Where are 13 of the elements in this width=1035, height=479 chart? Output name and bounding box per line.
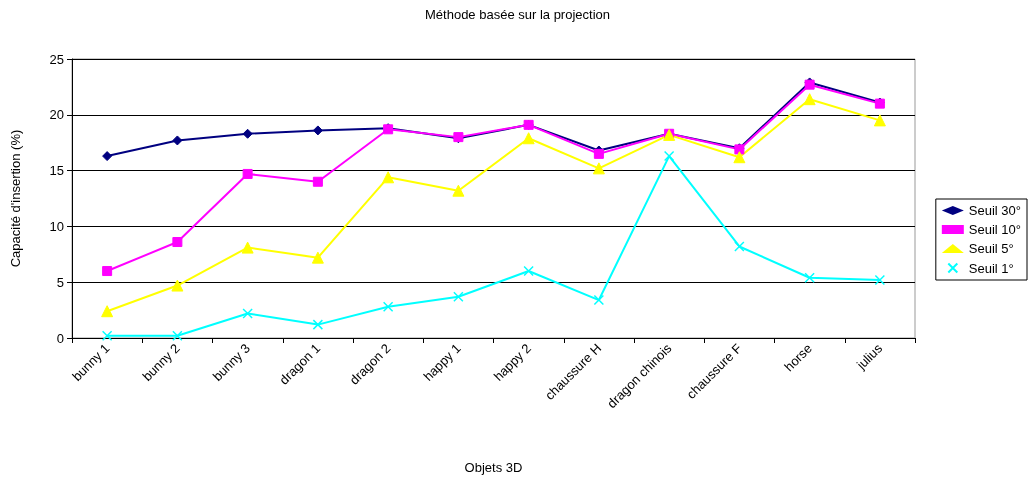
legend-label: Seuil 10° bbox=[968, 222, 1022, 237]
y-tick-label: 15 bbox=[49, 163, 64, 179]
chart-title: Méthode basée sur la projection bbox=[424, 7, 611, 22]
y-tick-label: 20 bbox=[49, 107, 64, 123]
y-tick-label: 5 bbox=[56, 274, 64, 290]
x-axis-title: Objets 3D bbox=[464, 460, 523, 475]
legend-label: Seuil 30° bbox=[968, 203, 1022, 218]
legend-label: Seuil 1° bbox=[968, 260, 1014, 276]
y-tick-label: 10 bbox=[49, 218, 64, 234]
y-tick-label: 25 bbox=[49, 51, 64, 67]
y-axis-title: Capacité d'insertion (%) bbox=[8, 129, 23, 268]
legend-label: Seuil 5° bbox=[968, 241, 1014, 256]
y-tick-label: 0 bbox=[56, 330, 64, 346]
